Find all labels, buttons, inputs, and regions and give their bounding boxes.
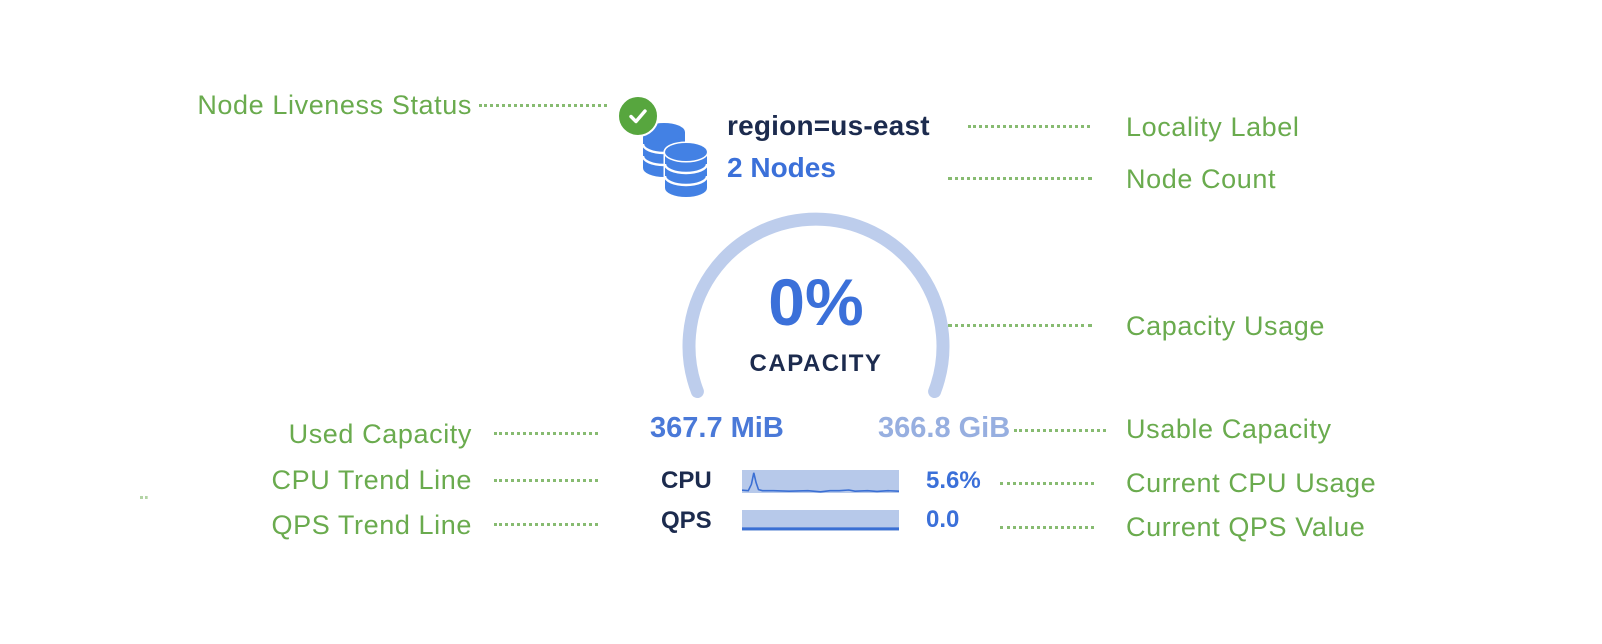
cpu-sparkline-chart bbox=[742, 470, 899, 493]
annotation-qps-trend-line: QPS Trend Line bbox=[271, 510, 472, 540]
node-count-value: 2 Nodes bbox=[727, 152, 836, 183]
leader-line-capacity-usage bbox=[948, 324, 1092, 327]
leader-line-current-cpu bbox=[1000, 482, 1094, 485]
locality-label-value: region=us-east bbox=[727, 110, 930, 141]
capacity-gauge-label: CAPACITY bbox=[749, 350, 883, 377]
capacity-usage-percent: 0% bbox=[768, 265, 864, 339]
check-circle-icon bbox=[617, 95, 659, 137]
used-capacity-value: 367.7 MiB bbox=[650, 412, 784, 444]
cpu-trend-sparkline bbox=[742, 470, 899, 493]
annotation-locality-label: Locality Label bbox=[1126, 112, 1300, 142]
leader-line-locality bbox=[968, 125, 1090, 128]
node-group-widget[interactable]: region=us-east 2 Nodes 0% CAPACITY 367.7… bbox=[600, 88, 1030, 558]
annotation-cpu-trend-line: CPU Trend Line bbox=[271, 465, 472, 495]
leader-line-usable-capacity bbox=[1014, 429, 1106, 432]
annotation-node-liveness-status: Node Liveness Status bbox=[197, 90, 472, 120]
cpu-metric-label: CPU bbox=[661, 467, 712, 494]
usable-capacity-value: 366.8 GiB bbox=[878, 412, 1011, 444]
capacity-gauge-arc bbox=[682, 212, 950, 398]
stray-mark bbox=[140, 496, 148, 499]
leader-line-qps-trend bbox=[494, 523, 598, 526]
leader-line-cpu-trend bbox=[494, 479, 598, 482]
annotation-current-cpu-usage: Current CPU Usage bbox=[1126, 468, 1377, 498]
annotation-node-count: Node Count bbox=[1126, 164, 1277, 194]
qps-trend-sparkline bbox=[742, 510, 899, 531]
annotation-current-qps-value: Current QPS Value bbox=[1126, 512, 1366, 542]
leader-line-current-qps bbox=[1000, 526, 1094, 529]
qps-sparkline-chart bbox=[742, 510, 899, 531]
annotation-usable-capacity: Usable Capacity bbox=[1126, 414, 1332, 444]
annotation-capacity-usage: Capacity Usage bbox=[1126, 311, 1325, 341]
checkmark-glyph bbox=[629, 109, 647, 124]
annotation-used-capacity: Used Capacity bbox=[288, 419, 472, 449]
leader-line-used-capacity bbox=[494, 432, 598, 435]
leader-line-node-liveness bbox=[479, 104, 607, 107]
leader-line-node-count bbox=[948, 177, 1092, 180]
current-qps-value: 0.0 bbox=[926, 506, 960, 533]
database-stack-icon bbox=[641, 123, 709, 199]
qps-metric-label: QPS bbox=[661, 507, 712, 534]
current-cpu-usage-value: 5.6% bbox=[926, 467, 981, 494]
